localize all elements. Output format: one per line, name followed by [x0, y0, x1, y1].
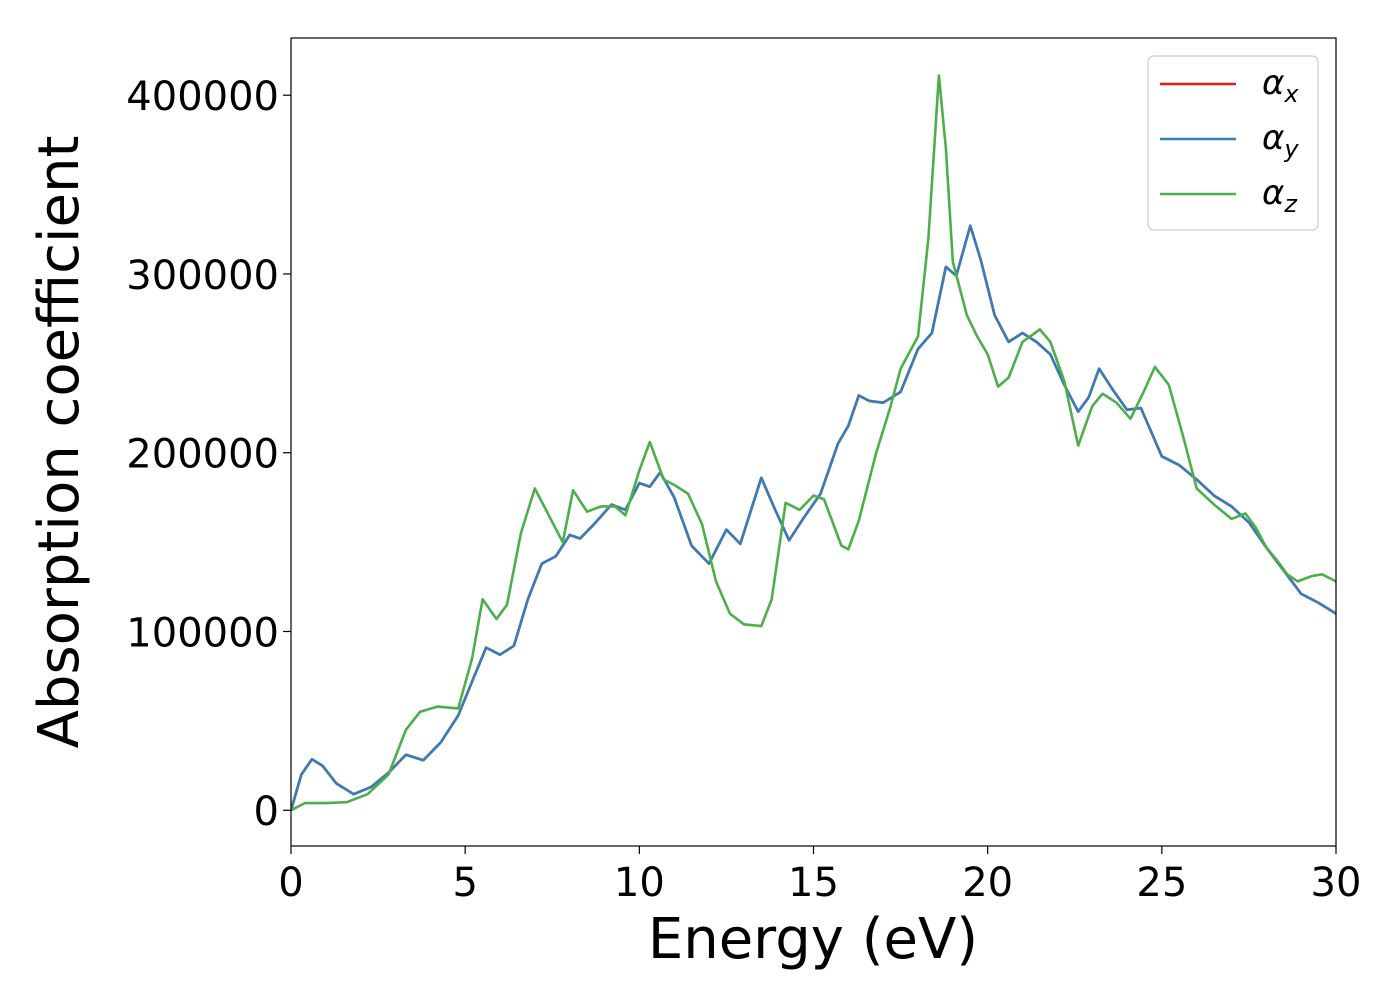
x-tick-label: 30	[1311, 860, 1362, 906]
legend-label-y: αy	[1262, 118, 1299, 163]
x-tick-label: 0	[278, 860, 303, 906]
legend-label-base: α	[1262, 173, 1284, 213]
y-tick-label: 0	[254, 789, 279, 835]
legend-label-base: α	[1262, 63, 1284, 103]
x-tick-label: 10	[614, 860, 665, 906]
x-axis: 0 5 10 15 20 25 30	[278, 846, 1361, 906]
legend-label-subscript: y	[1283, 135, 1299, 163]
x-tick-label: 25	[1136, 860, 1187, 906]
y-tick-label: 300000	[126, 253, 279, 299]
legend-label-z: αz	[1262, 173, 1298, 218]
y-tick-label: 400000	[126, 74, 279, 120]
x-axis-label: Energy (eV)	[648, 907, 978, 972]
y-axis: 0 100000 200000 300000 400000	[126, 74, 291, 835]
y-axis-label: Absorption coefficient	[27, 136, 92, 749]
series-layer	[291, 74, 1336, 812]
x-tick-label: 20	[962, 860, 1013, 906]
legend-label-x: αx	[1262, 63, 1299, 108]
legend-label-subscript: x	[1283, 80, 1299, 108]
y-tick-label: 200000	[126, 432, 279, 478]
legend-box	[1147, 55, 1319, 231]
series-line-y	[291, 224, 1336, 811]
legend-label-base: α	[1262, 118, 1284, 158]
series-line-z	[291, 74, 1336, 812]
legend-label-subscript: z	[1283, 190, 1298, 218]
y-tick-label: 100000	[126, 610, 279, 656]
series-line-x	[291, 224, 1336, 811]
x-tick-label: 15	[788, 860, 839, 906]
x-tick-label: 5	[452, 860, 477, 906]
